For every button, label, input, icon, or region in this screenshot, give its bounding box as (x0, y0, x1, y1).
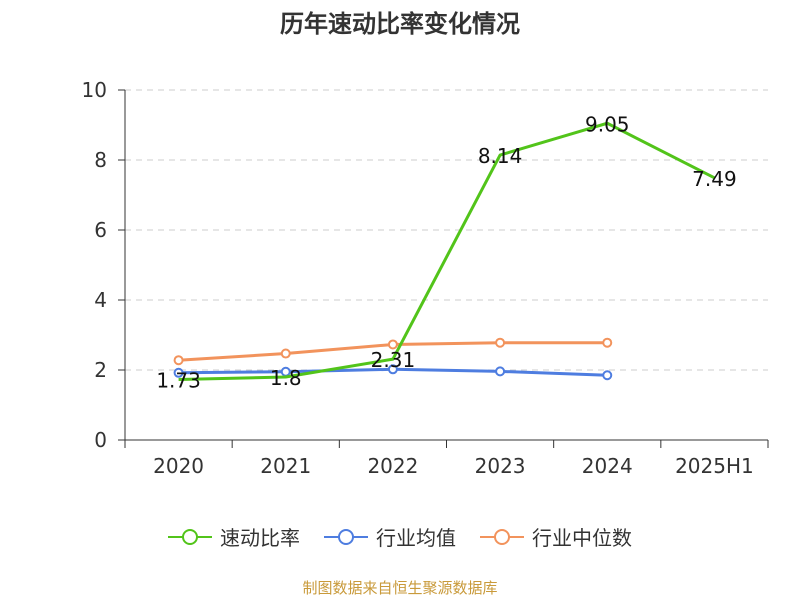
legend-label: 速动比率 (220, 526, 300, 550)
series-lines (173, 121, 716, 381)
data-label: 9.05 (585, 112, 630, 136)
data-label: 7.49 (692, 167, 737, 191)
x-tick-label: 2021 (260, 454, 311, 478)
y-tick-label: 2 (94, 358, 107, 382)
data-point (387, 339, 398, 350)
axes: 0 2 4 6 8 10 2020 2021 2022 2023 2024 2025H1 (82, 78, 769, 478)
data-point (173, 355, 184, 366)
source-note: 制图数据来自恒生聚源数据库 (302, 579, 498, 597)
legend-item-quick-ratio[interactable]: 速动比率 (168, 522, 300, 551)
series-line-0 (178, 121, 716, 381)
data-labels: 1.73 1.8 2.31 8.14 9.05 7.49 (156, 112, 736, 392)
grid-lines (125, 89, 768, 371)
legend-line-circle-icon (480, 528, 524, 545)
data-label: 1.8 (270, 366, 302, 390)
y-tick-label: 8 (94, 148, 107, 172)
legend-line-circle-icon (324, 528, 368, 545)
chart-title: 历年速动比率变化情况 (280, 10, 520, 38)
data-label: 8.14 (478, 144, 523, 168)
data-point (173, 367, 184, 378)
x-tick-label: 2024 (582, 454, 633, 478)
legend-label: 行业均值 (376, 526, 456, 550)
data-label: 1.73 (156, 368, 201, 392)
legend-label: 行业中位数 (532, 526, 632, 550)
data-point (387, 364, 398, 375)
data-point (602, 370, 613, 381)
y-tick-label: 10 (82, 78, 107, 102)
x-tick-label: 2025H1 (675, 454, 754, 478)
x-tick-label: 2023 (475, 454, 526, 478)
y-tick-label: 4 (94, 288, 107, 312)
y-tick-label: 6 (94, 218, 107, 242)
data-point (495, 337, 506, 348)
legend-line-circle-icon (168, 528, 212, 545)
legend-item-industry-median[interactable]: 行业中位数 (480, 522, 632, 551)
x-tick-label: 2020 (153, 454, 204, 478)
data-label: 2.31 (371, 348, 416, 372)
data-point (602, 337, 613, 348)
data-point (280, 348, 291, 359)
x-tick-label: 2022 (367, 454, 418, 478)
data-point (495, 366, 506, 377)
legend: 速动比率 行业均值 行业中位数 (0, 522, 800, 551)
legend-item-industry-mean[interactable]: 行业均值 (324, 522, 456, 551)
y-tick-label: 0 (94, 428, 107, 452)
